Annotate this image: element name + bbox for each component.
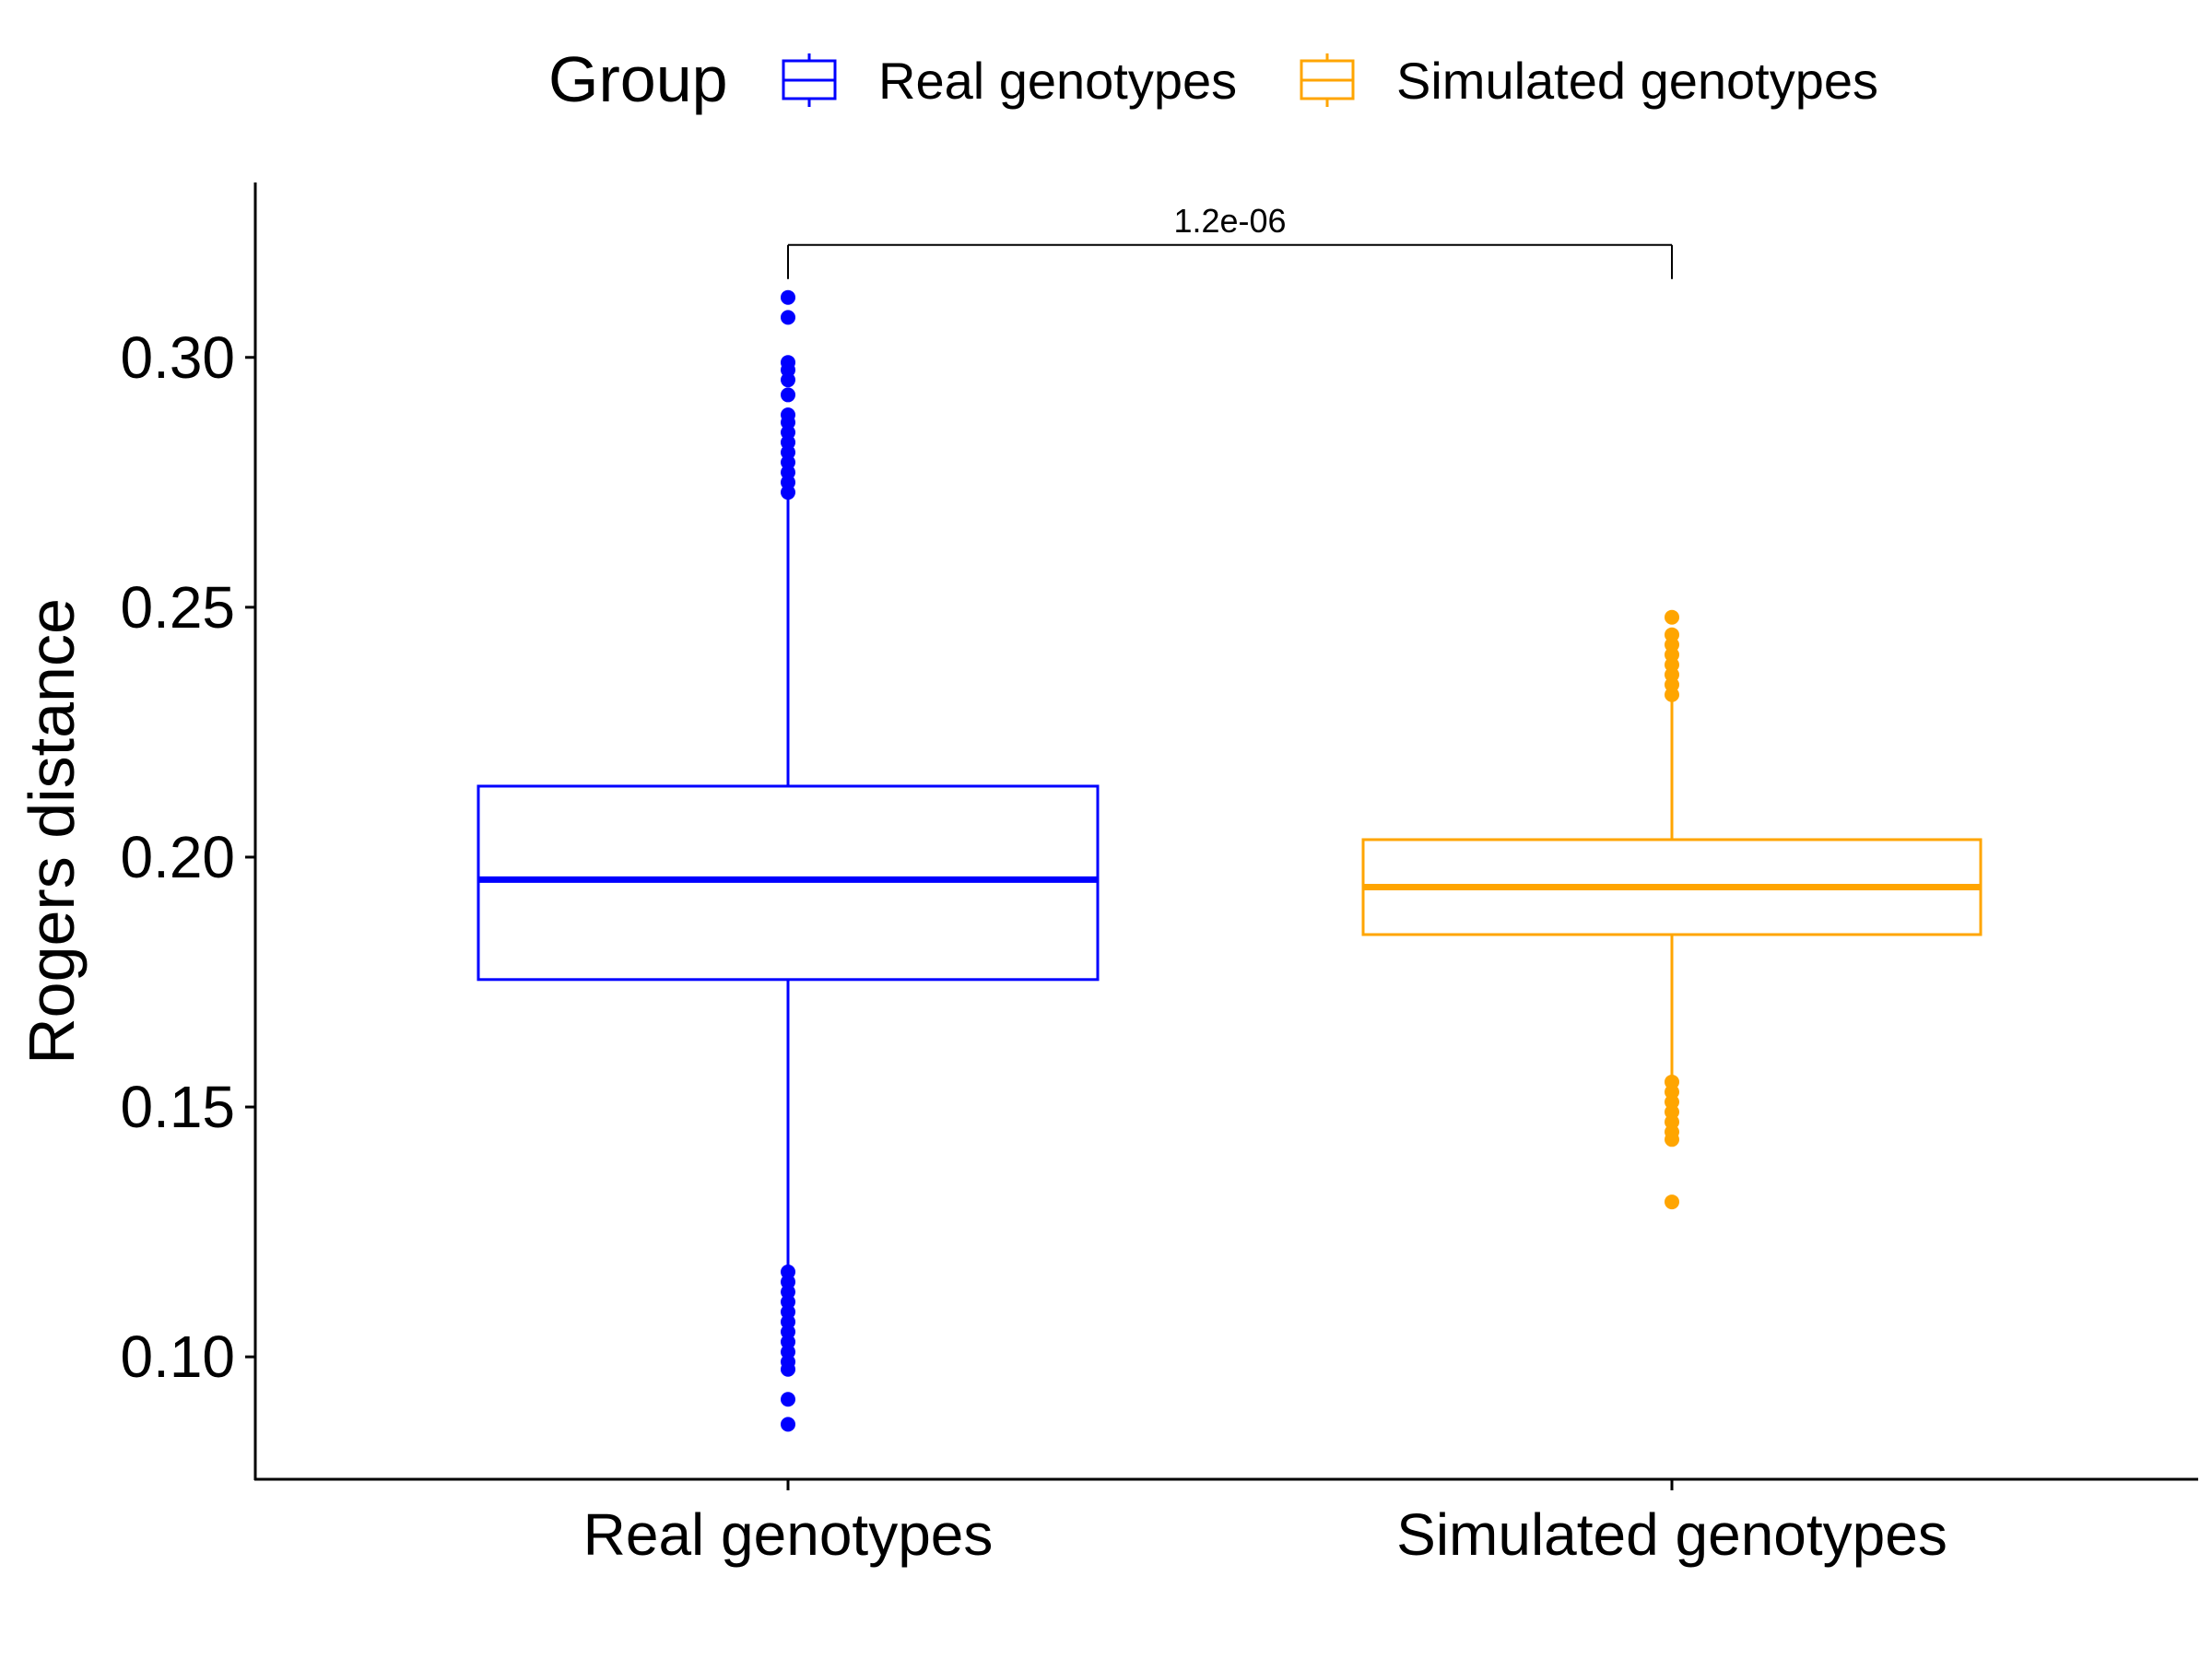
outlier-point [781,289,795,305]
outlier-point [781,1417,795,1432]
outlier-point [1665,1074,1679,1089]
outlier-point [781,1392,795,1407]
y-tick-label: 0.30 [120,324,235,391]
box-simulated-genotypes [1361,609,1983,1210]
outlier-point [781,387,795,403]
legend-key-simulated-genotypes [1300,53,1355,107]
y-tick-label: 0.20 [120,824,235,890]
significance-bracket: 1.2e-06 [787,202,1673,279]
legend-label: Real genotypes [878,52,1237,110]
x-axis-ticks: Real genotypes Simulated genotypes [583,1479,1947,1568]
p-value-label: 1.2e-06 [1173,202,1286,240]
y-tick-label: 0.25 [120,574,235,641]
outlier-point [1665,627,1679,642]
box-iqr [477,784,1100,982]
legend-label: Simulated genotypes [1396,52,1878,110]
outlier-point [781,407,795,423]
outlier-point [781,1264,795,1279]
plot-area: 1.2e-06 [477,202,1983,1432]
outlier-point [781,355,795,371]
y-tick-label: 0.10 [120,1324,235,1390]
outlier-point [1665,609,1679,625]
y-axis-ticks: 0.10 0.15 0.20 0.25 0.30 [120,324,255,1390]
x-tick-label: Real genotypes [583,1501,994,1568]
legend: Group Real genotypes Simulated genotypes [548,43,1878,115]
outlier-point [781,310,795,325]
x-tick-label: Simulated genotypes [1396,1501,1947,1568]
box-real-genotypes [477,289,1100,1432]
legend-key-real-genotypes [782,53,837,107]
y-tick-label: 0.15 [120,1074,235,1140]
outlier-point [1665,1194,1679,1210]
legend-title: Group [548,43,728,115]
y-axis-title: Rogers distance [16,598,88,1065]
